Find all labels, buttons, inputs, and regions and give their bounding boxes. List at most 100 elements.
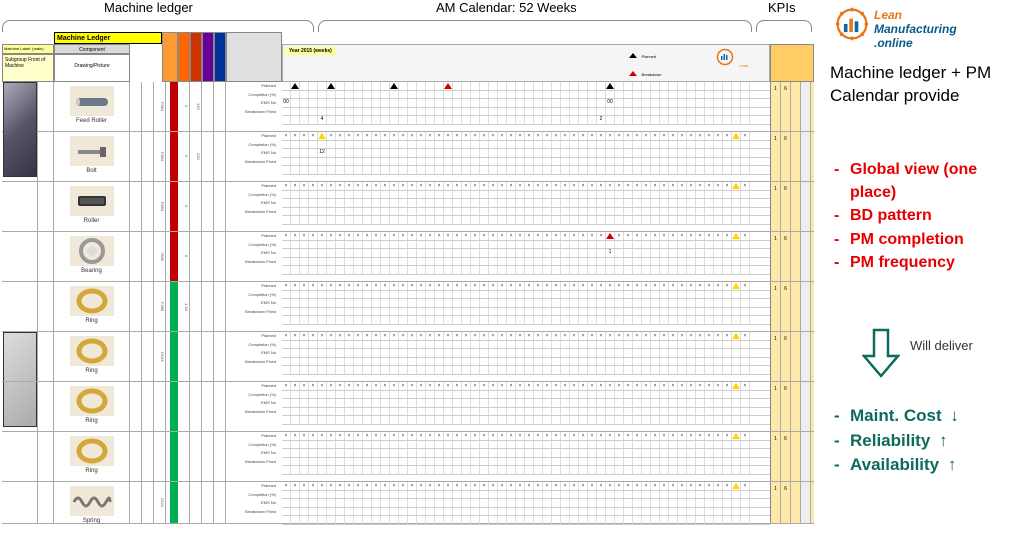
week-cell: [507, 241, 516, 249]
status-band: [170, 182, 178, 231]
week-cell: [372, 458, 381, 466]
week-cell: [534, 499, 543, 507]
week-cell: ×: [579, 132, 588, 140]
week-cell: ×: [408, 382, 417, 390]
week-cell: [327, 158, 336, 166]
week-cell: [723, 291, 732, 299]
week-cell: [318, 299, 327, 307]
week-cell: ×: [399, 232, 408, 240]
week-cell: [426, 449, 435, 457]
week-cell: [570, 349, 579, 357]
week-cell: [390, 358, 399, 366]
week-cell: [309, 191, 318, 199]
week-cell: [732, 316, 741, 324]
week-cell: [507, 141, 516, 149]
week-cell: [687, 416, 696, 424]
ledger-title: Machine Ledger: [54, 32, 162, 44]
week-cell: [336, 349, 345, 357]
week-cell: [354, 216, 363, 224]
week-cell: [408, 216, 417, 224]
week-cell: [516, 266, 525, 274]
week-cell: ×: [372, 332, 381, 340]
week-cell: [480, 341, 489, 349]
week-cell: [291, 391, 300, 399]
week-cell: [552, 141, 561, 149]
week-cell: [345, 466, 354, 474]
week-cell: [525, 349, 534, 357]
kpi-cells: 1 6: [770, 182, 814, 231]
week-cell: ×: [633, 482, 642, 490]
week-cell: [381, 299, 390, 307]
week-cell: [723, 266, 732, 274]
week-cell: [462, 208, 471, 216]
week-cell: [345, 99, 354, 107]
week-cell: [363, 116, 372, 124]
week-cell: [291, 349, 300, 357]
cal-subrow: [282, 516, 770, 525]
week-cell: [453, 166, 462, 174]
week-cell: [561, 149, 570, 157]
week-cell: [300, 266, 309, 274]
week-cell: [606, 399, 615, 407]
week-cell: ×: [336, 132, 345, 140]
week-cell: [579, 299, 588, 307]
week-cell: [444, 191, 453, 199]
kpi-cell: [801, 332, 811, 381]
week-cell: [318, 199, 327, 207]
week-cell: [606, 116, 615, 124]
week-cell: [597, 416, 606, 424]
week-cell: [453, 141, 462, 149]
week-cell: [741, 216, 750, 224]
week-cell: ×: [597, 232, 606, 240]
cal-subrow: [282, 349, 770, 358]
week-cell: [723, 499, 732, 507]
week-cell: [705, 166, 714, 174]
week-cell: [660, 249, 669, 257]
week-cell: [480, 366, 489, 374]
week-cell: [390, 149, 399, 157]
week-cell: ×: [696, 482, 705, 490]
week-cell: ×: [687, 282, 696, 290]
week-cell: [309, 149, 318, 157]
week-cell: [426, 358, 435, 366]
week-cell: [453, 516, 462, 524]
week-cell: [606, 241, 615, 249]
week-cell: ×: [498, 132, 507, 140]
week-cell: ×: [678, 132, 687, 140]
week-cell: [498, 391, 507, 399]
week-cell: [606, 191, 615, 199]
week-cell: [543, 249, 552, 257]
week-cell: [282, 291, 291, 299]
week-cell: [615, 341, 624, 349]
week-cell: [561, 341, 570, 349]
week-cell: [291, 266, 300, 274]
week-cell: [624, 216, 633, 224]
week-cell: [336, 116, 345, 124]
week-cell: [507, 258, 516, 266]
week-cell: [426, 316, 435, 324]
week-cell: [678, 149, 687, 157]
week-cell: ×: [588, 332, 597, 340]
week-cell: [705, 316, 714, 324]
week-cell: [426, 141, 435, 149]
week-cell: [552, 466, 561, 474]
week-cell: [291, 441, 300, 449]
spec-cell: [154, 432, 166, 481]
week-cell: [570, 358, 579, 366]
cal-subrow: 42: [282, 116, 770, 125]
week-cell: [318, 108, 327, 116]
week-cell: [705, 491, 714, 499]
calendar-area: ××××××××××××××××××××××××××××××××××××××××…: [282, 482, 770, 523]
week-cell: [453, 449, 462, 457]
week-cell: ×: [444, 232, 453, 240]
week-cell: ×: [336, 382, 345, 390]
week-cell: [435, 299, 444, 307]
week-cell: [606, 266, 615, 274]
week-cell: [516, 358, 525, 366]
week-cell: [354, 341, 363, 349]
kpi-cell: [791, 432, 801, 481]
week-cell: [534, 341, 543, 349]
week-cell: [318, 91, 327, 99]
week-cell: ×: [435, 332, 444, 340]
week-cell: [678, 441, 687, 449]
